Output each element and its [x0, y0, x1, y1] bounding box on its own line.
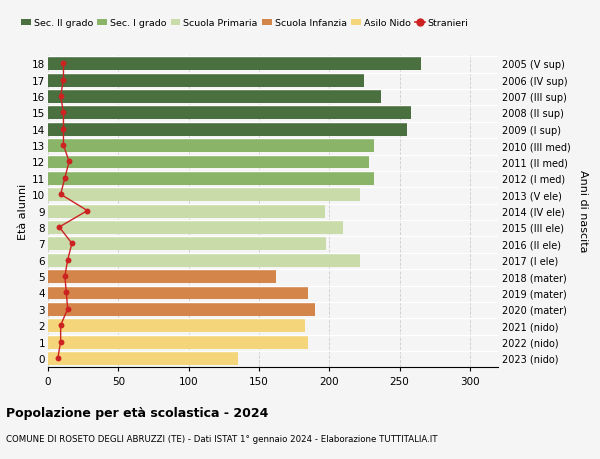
Bar	[48, 204, 325, 218]
Point	[59, 61, 68, 68]
Bar	[48, 351, 238, 365]
Text: COMUNE DI ROSETO DEGLI ABRUZZI (TE) - Dati ISTAT 1° gennaio 2024 - Elaborazione : COMUNE DI ROSETO DEGLI ABRUZZI (TE) - Da…	[6, 434, 437, 443]
Bar	[48, 172, 374, 185]
Point	[59, 126, 68, 133]
Point	[59, 142, 68, 150]
Point	[63, 306, 73, 313]
Point	[59, 77, 68, 84]
Point	[60, 273, 70, 280]
Bar	[48, 335, 308, 349]
Legend: Sec. II grado, Sec. I grado, Scuola Primaria, Scuola Infanzia, Asilo Nido, Stran: Sec. II grado, Sec. I grado, Scuola Prim…	[21, 19, 468, 28]
Bar	[48, 155, 368, 169]
Bar	[48, 253, 360, 267]
Bar	[48, 139, 374, 153]
Bar	[48, 269, 276, 284]
Y-axis label: Età alunni: Età alunni	[18, 183, 28, 239]
Point	[63, 257, 73, 264]
Bar	[48, 90, 381, 104]
Bar	[48, 302, 315, 316]
Bar	[48, 220, 343, 235]
Bar	[48, 319, 305, 332]
Point	[61, 289, 71, 297]
Bar	[48, 57, 421, 71]
Point	[83, 207, 92, 215]
Bar	[48, 286, 308, 300]
Y-axis label: Anni di nascita: Anni di nascita	[578, 170, 587, 252]
Point	[55, 224, 64, 231]
Point	[56, 322, 65, 329]
Bar	[48, 106, 411, 120]
Point	[56, 191, 65, 198]
Bar	[48, 188, 360, 202]
Point	[60, 175, 70, 182]
Point	[67, 240, 77, 247]
Point	[53, 354, 62, 362]
Text: Popolazione per età scolastica - 2024: Popolazione per età scolastica - 2024	[6, 406, 268, 419]
Point	[64, 158, 74, 166]
Point	[59, 109, 68, 117]
Point	[56, 93, 65, 101]
Bar	[48, 73, 364, 87]
Bar	[48, 123, 407, 136]
Point	[56, 338, 65, 346]
Bar	[48, 237, 326, 251]
